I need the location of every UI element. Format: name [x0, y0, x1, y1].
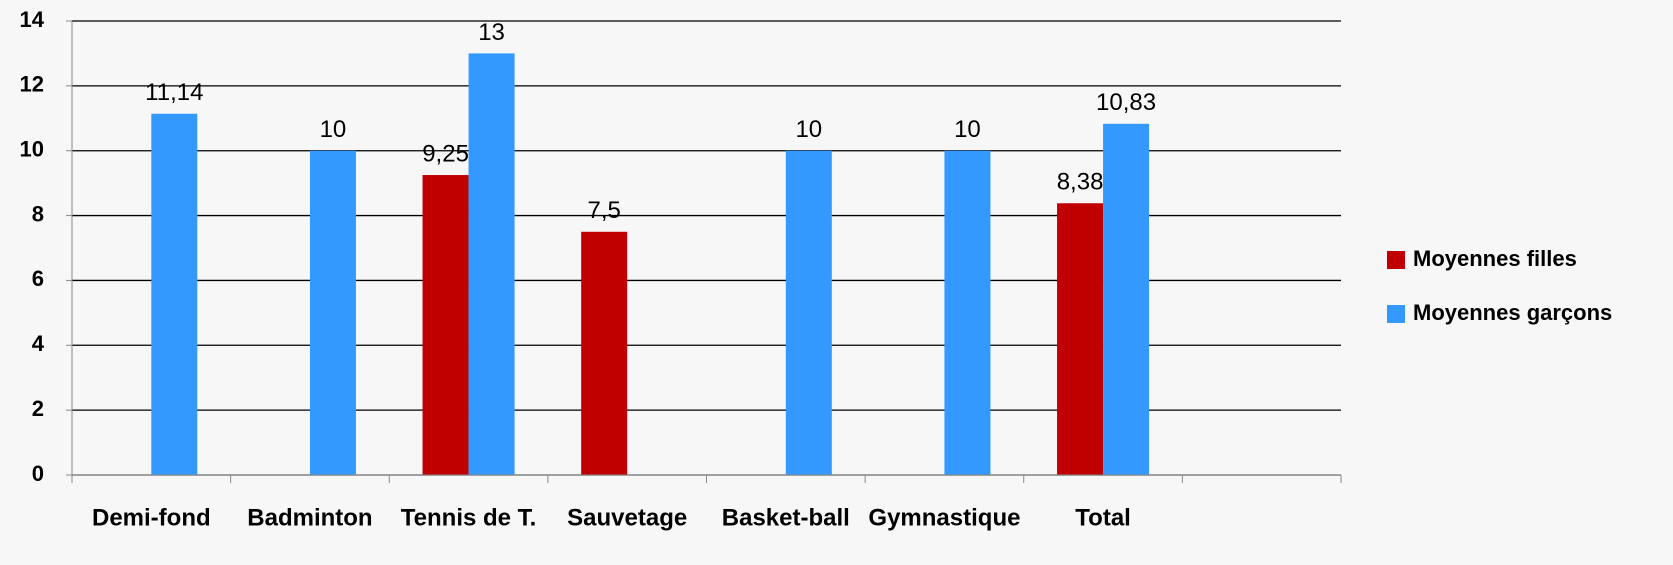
chart: 0 2 4 6 8 10 12 14 Demi-fond 11,14 Badminton 10 Tenn…	[0, 0, 1673, 565]
legend-label: Moyennes filles	[1413, 246, 1577, 271]
y-tick-label: 10	[20, 137, 44, 162]
bar	[581, 232, 627, 475]
bar	[423, 175, 469, 475]
y-tick-label: 8	[32, 201, 44, 226]
bar	[151, 114, 197, 475]
value-label: 8,38	[1057, 169, 1104, 196]
bar	[944, 151, 990, 475]
x-tick-label: Total	[1075, 504, 1131, 531]
x-tick-label: Demi-fond	[92, 504, 211, 531]
bar	[1057, 203, 1103, 475]
y-tick-label: 12	[20, 72, 44, 97]
bar	[786, 151, 832, 475]
y-tick-label: 4	[32, 331, 45, 356]
legend-swatch	[1387, 305, 1405, 323]
value-label: 7,5	[588, 197, 621, 224]
value-label: 9,25	[422, 140, 469, 167]
bar	[469, 53, 515, 475]
x-tick-label: Gymnastique	[868, 504, 1020, 531]
value-label: 10	[954, 116, 981, 143]
value-label: 13	[478, 19, 505, 46]
value-label: 10	[320, 116, 347, 143]
x-tick-label: Basket-ball	[722, 504, 850, 531]
bar	[310, 151, 356, 475]
value-label: 11,14	[145, 79, 203, 106]
y-tick-label: 6	[32, 266, 44, 291]
x-tick-label: Tennis de T.	[401, 504, 537, 531]
background	[0, 0, 1673, 565]
legend-swatch	[1387, 251, 1405, 269]
value-label: 10,83	[1096, 89, 1156, 116]
legend-label: Moyennes garçons	[1413, 300, 1612, 325]
y-tick-label: 14	[20, 7, 45, 32]
x-tick-label: Badminton	[247, 504, 372, 531]
y-tick-label: 2	[32, 396, 44, 421]
y-tick-label: 0	[32, 461, 44, 486]
value-label: 10	[795, 116, 822, 143]
bar	[1103, 124, 1149, 475]
x-tick-label: Sauvetage	[567, 504, 687, 531]
